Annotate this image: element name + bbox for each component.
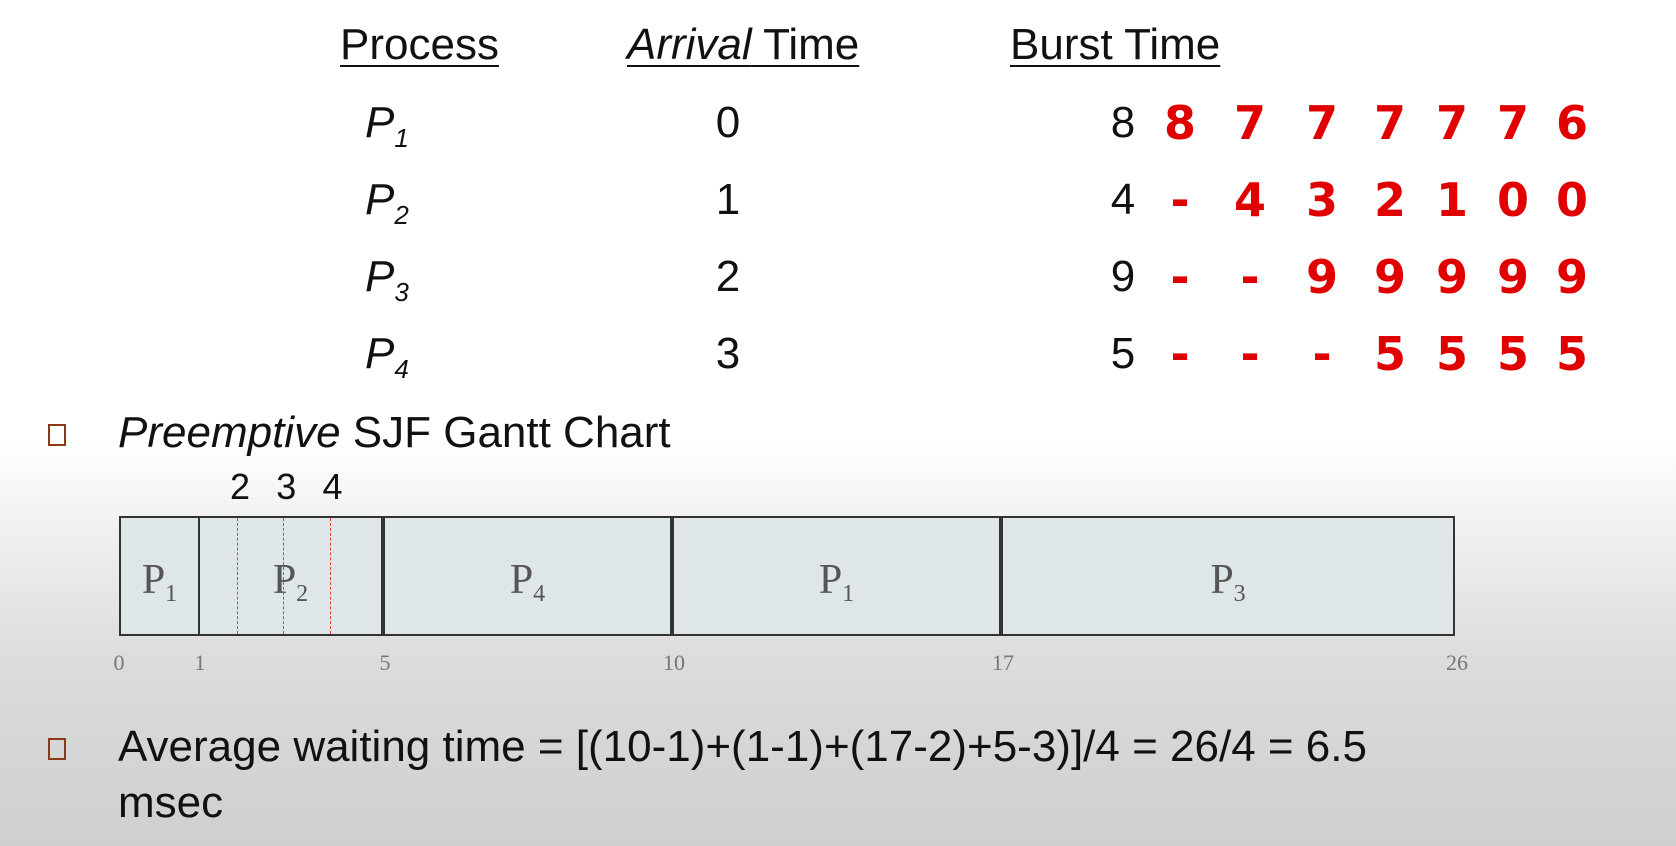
remaining-burst-2-3: 2 [1373, 173, 1406, 227]
remaining-burst-1-5: 7 [1496, 96, 1529, 150]
gantt-process-letter: P [509, 557, 534, 603]
remaining-burst-4-1: - [1240, 327, 1260, 381]
remaining-burst-4-3: 5 [1373, 327, 1406, 381]
process-name-2: P2 [365, 175, 409, 231]
gantt-process-subscript: 3 [1233, 581, 1246, 607]
process-subscript: 3 [394, 277, 409, 307]
gantt-block-label: P3 [1003, 556, 1453, 608]
gantt-process-letter: P [141, 557, 166, 603]
process-subscript: 1 [394, 123, 409, 153]
gantt-block-3: P4 [383, 516, 672, 636]
remaining-burst-1-0: 8 [1163, 96, 1196, 150]
preempt-mark-label-3: 4 [322, 466, 343, 507]
arrival-time-2: 1 [715, 175, 741, 224]
gantt-process-subscript: 2 [296, 581, 309, 607]
process-subscript: 4 [394, 354, 409, 384]
gantt-block-5: P3 [1001, 516, 1455, 636]
header-arrival-italic: Arrival [627, 20, 752, 69]
process-letter: P [365, 175, 395, 224]
remaining-burst-2-2: 3 [1305, 173, 1338, 227]
remaining-burst-2-5: 0 [1496, 173, 1529, 227]
gantt-tick-10: 10 [663, 650, 685, 675]
preempt-mark-line-3 [329, 518, 331, 634]
gantt-tick-0: 0 [113, 650, 125, 675]
gantt-process-letter: P [818, 557, 843, 603]
gantt-tick-26: 26 [1446, 650, 1468, 675]
gantt-block-label: P2 [200, 556, 381, 608]
preempt-mark-line-2 [283, 518, 285, 634]
remaining-burst-3-1: - [1240, 250, 1260, 304]
process-subscript: 2 [394, 200, 409, 230]
square-bullet-icon-2 [48, 738, 66, 760]
arrival-time-1: 0 [715, 98, 741, 147]
remaining-burst-4-4: 5 [1435, 327, 1468, 381]
gantt-tick-17: 17 [992, 650, 1014, 675]
remaining-burst-3-6: 9 [1555, 250, 1588, 304]
average-waiting-time-unit: msec [118, 778, 224, 827]
gantt-block-label: P1 [674, 556, 999, 608]
process-name-4: P4 [365, 329, 409, 385]
remaining-burst-3-3: 9 [1373, 250, 1406, 304]
remaining-burst-4-2: - [1312, 327, 1332, 381]
header-arrival-time: Arrival Time [627, 20, 859, 70]
preempt-mark-label-1: 2 [229, 466, 251, 507]
gantt-block-2: P2 [198, 516, 383, 636]
remaining-burst-1-3: 7 [1373, 96, 1406, 150]
gantt-process-subscript: 1 [165, 581, 178, 607]
preempt-mark-label-2: 3 [276, 466, 297, 507]
remaining-burst-4-5: 5 [1496, 327, 1529, 381]
gantt-block-label: P1 [121, 556, 198, 608]
section-title-rest: SJF Gantt Chart [340, 408, 671, 457]
remaining-burst-3-0: - [1170, 250, 1190, 304]
remaining-burst-3-2: 9 [1305, 250, 1338, 304]
gantt-tick-1: 1 [194, 650, 206, 675]
process-letter: P [365, 252, 395, 301]
remaining-burst-1-2: 7 [1305, 96, 1338, 150]
burst-time-4: 5 [1110, 329, 1136, 378]
gantt-tick-5: 5 [379, 650, 391, 675]
section-title: Preemptive SJF Gantt Chart [118, 408, 671, 458]
gantt-block-4: P1 [672, 516, 1001, 636]
square-bullet-icon [48, 424, 66, 446]
remaining-burst-2-1: 4 [1233, 173, 1266, 227]
remaining-burst-3-4: 9 [1435, 250, 1468, 304]
section-title-italic: Preemptive [118, 408, 341, 457]
process-name-3: P3 [365, 252, 409, 308]
remaining-burst-1-4: 7 [1435, 96, 1468, 150]
remaining-burst-2-0: - [1170, 173, 1190, 227]
header-arrival-rest: Time [751, 20, 860, 69]
burst-time-3: 9 [1110, 252, 1136, 301]
gantt-block-label: P4 [385, 556, 670, 608]
header-burst-time: Burst Time [1010, 20, 1221, 69]
remaining-burst-1-1: 7 [1233, 96, 1266, 150]
process-letter: P [365, 329, 395, 378]
process-name-1: P1 [365, 98, 409, 154]
header-process: Process [340, 20, 499, 69]
burst-time-1: 8 [1110, 98, 1136, 147]
process-letter: P [365, 98, 395, 147]
remaining-burst-3-5: 9 [1496, 250, 1529, 304]
gantt-process-subscript: 4 [533, 581, 546, 607]
remaining-burst-4-6: 5 [1555, 327, 1588, 381]
gantt-block-1: P1 [119, 516, 200, 636]
remaining-burst-2-4: 1 [1435, 173, 1468, 227]
remaining-burst-1-6: 6 [1555, 96, 1588, 150]
remaining-burst-2-6: 0 [1555, 173, 1588, 227]
burst-time-2: 4 [1110, 175, 1136, 224]
average-waiting-time: Average waiting time = [(10-1)+(1-1)+(17… [118, 722, 1367, 771]
arrival-time-3: 2 [715, 252, 741, 301]
gantt-process-letter: P [272, 557, 297, 603]
remaining-burst-4-0: - [1170, 327, 1190, 381]
gantt-process-subscript: 1 [842, 581, 855, 607]
gantt-process-letter: P [1210, 557, 1234, 603]
preempt-mark-line-1 [237, 518, 238, 634]
arrival-time-4: 3 [715, 329, 741, 378]
